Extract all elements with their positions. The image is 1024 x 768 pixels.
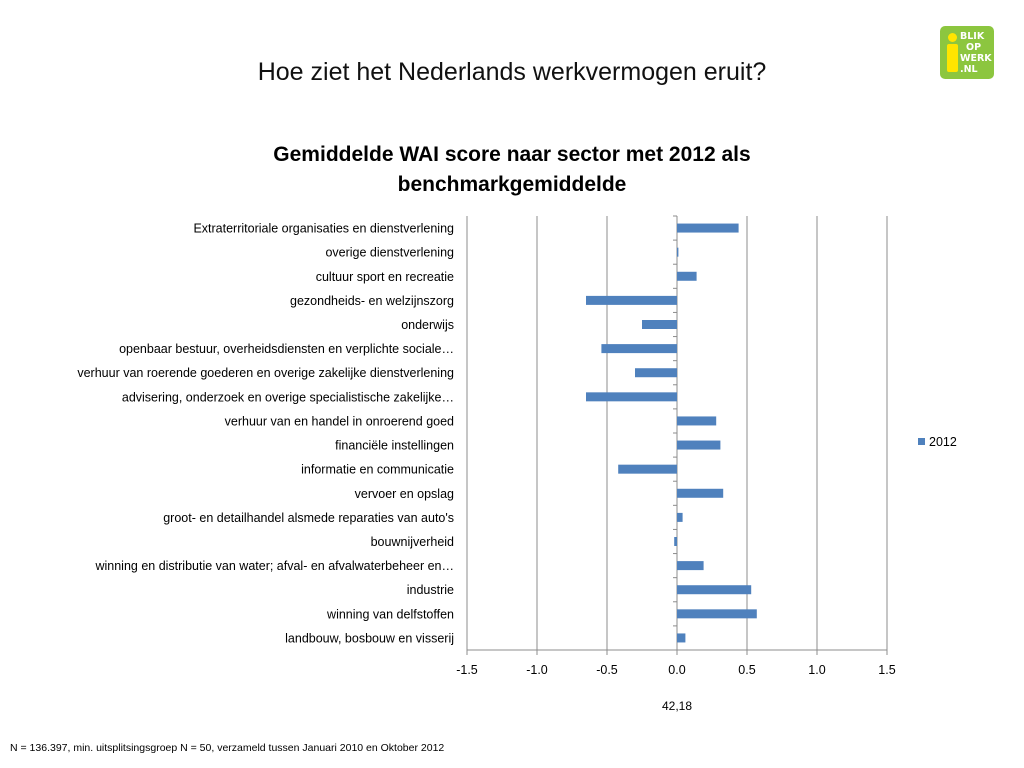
footnote: N = 136.397, min. uitsplitsingsgroep N =… (10, 742, 445, 754)
x-tick-label: -0.5 (596, 663, 618, 677)
category-label: onderwijs (401, 318, 454, 332)
chart-title: Gemiddelde WAI score naar sector met 201… (212, 140, 812, 200)
category-label: cultuur sport en recreatie (316, 270, 454, 284)
bar (677, 561, 704, 571)
category-label: informatie en communicatie (301, 463, 454, 477)
category-label: advisering, onderzoek en overige special… (122, 390, 454, 404)
category-label: winning en distributie van water; afval-… (94, 559, 454, 573)
bar (677, 223, 739, 233)
category-label: landbouw, bosbouw en visserij (285, 631, 454, 645)
blik-op-werk-logo: BLIK OP WERK .NL (940, 26, 994, 79)
category-label: groot- en detailhandel alsmede reparatie… (163, 511, 454, 525)
bar (677, 440, 721, 450)
category-label: Extraterritoriale organisaties en dienst… (193, 222, 454, 236)
category-label: bouwnijverheid (371, 535, 454, 549)
category-label: financiële instellingen (335, 439, 454, 453)
x-tick-label: 0.0 (668, 663, 685, 677)
bar (586, 392, 677, 402)
bar (642, 320, 677, 329)
bar (677, 271, 697, 281)
x-tick-label: 0.5 (738, 663, 755, 677)
category-label: openbaar bestuur, overheidsdiensten en v… (119, 342, 454, 356)
bar (677, 247, 679, 257)
x-tick-label: -1.5 (456, 663, 478, 677)
bar (635, 368, 677, 378)
legend-swatch (918, 438, 925, 445)
legend-label: 2012 (929, 435, 957, 449)
slide-title: Hoe ziet het Nederlands werkvermogen eru… (257, 58, 767, 86)
bar (677, 416, 717, 426)
bar (677, 609, 757, 619)
logo-figure-icon (945, 33, 959, 73)
x-tick-label: -1.0 (526, 663, 548, 677)
bar (601, 344, 677, 354)
bar (586, 295, 677, 305)
logo-text: BLIK OP WERK .NL (960, 31, 992, 75)
category-label: overige dienstverlening (325, 246, 454, 260)
chart-title-line-1: Gemiddelde WAI score naar sector met 201… (273, 143, 751, 166)
bar (677, 488, 724, 498)
bar (677, 633, 686, 643)
category-label: vervoer en opslag (355, 487, 454, 501)
x-axis-label: 42,18 (662, 699, 692, 713)
category-label: verhuur van en handel in onroerend goed (225, 414, 454, 428)
category-label: verhuur van roerende goederen en overige… (77, 366, 454, 380)
category-label: gezondheids- en welzijnszorg (290, 294, 454, 308)
bar (677, 512, 683, 522)
chart-title-line-2: benchmarkgemiddelde (397, 173, 627, 196)
x-tick-label: 1.5 (878, 663, 895, 677)
category-label: industrie (407, 583, 454, 597)
bar (677, 585, 752, 595)
bar (618, 464, 677, 474)
category-label: winning van delfstoffen (326, 607, 454, 621)
x-tick-label: 1.0 (808, 663, 825, 677)
bar (674, 537, 677, 546)
